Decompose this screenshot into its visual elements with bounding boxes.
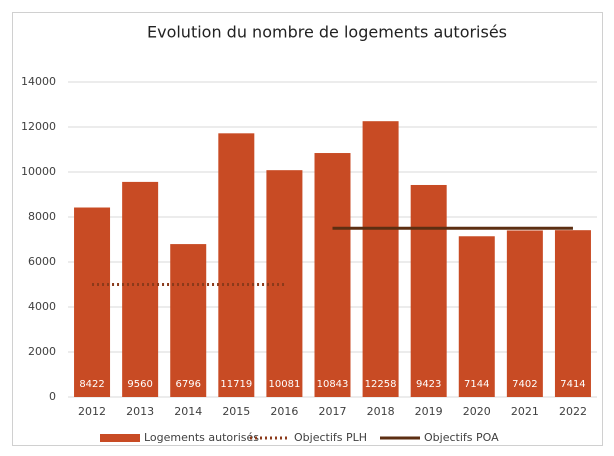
y-tick-label: 8000	[28, 210, 56, 223]
bar	[506, 230, 543, 397]
data-label: 10843	[317, 379, 349, 390]
bar	[74, 207, 111, 397]
bar	[218, 133, 255, 397]
bar	[122, 181, 159, 397]
x-tick-label: 2012	[78, 405, 106, 418]
x-tick-label: 2015	[222, 405, 250, 418]
bar	[410, 184, 447, 397]
data-label: 8422	[79, 379, 104, 390]
data-label: 11719	[220, 379, 252, 390]
legend-swatch	[100, 434, 140, 442]
bar	[266, 170, 303, 397]
y-tick-label: 12000	[21, 120, 56, 133]
x-tick-label: 2018	[367, 405, 395, 418]
y-tick-label: 6000	[28, 255, 56, 268]
bar	[362, 121, 399, 397]
x-tick-label: 2021	[511, 405, 539, 418]
y-tick-label: 10000	[21, 165, 56, 178]
y-tick-label: 2000	[28, 345, 56, 358]
data-label: 9423	[416, 379, 441, 390]
x-tick-label: 2019	[415, 405, 443, 418]
data-label: 12258	[365, 379, 397, 390]
x-tick-label: 2020	[463, 405, 491, 418]
x-tick-label: 2022	[559, 405, 587, 418]
data-label: 9560	[127, 379, 152, 390]
data-label: 7144	[464, 379, 489, 390]
data-label: 7414	[560, 379, 585, 390]
y-tick-label: 14000	[21, 75, 56, 88]
x-tick-label: 2014	[174, 405, 202, 418]
y-tick-label: 0	[49, 390, 56, 403]
legend-label: Objectifs PLH	[294, 431, 367, 444]
data-label: 10081	[269, 379, 301, 390]
x-tick-label: 2017	[319, 405, 347, 418]
bar	[458, 236, 495, 397]
legend-label: Objectifs POA	[424, 431, 499, 444]
bar	[314, 153, 351, 397]
x-tick-label: 2013	[126, 405, 154, 418]
x-tick-label: 2016	[270, 405, 298, 418]
legend-label: Logements autorisés	[144, 431, 259, 444]
bar	[170, 244, 207, 397]
data-label: 7402	[512, 379, 537, 390]
y-tick-label: 4000	[28, 300, 56, 313]
chart-title: Evolution du nombre de logements autoris…	[147, 23, 507, 42]
bar	[554, 230, 591, 397]
data-label: 6796	[176, 379, 201, 390]
